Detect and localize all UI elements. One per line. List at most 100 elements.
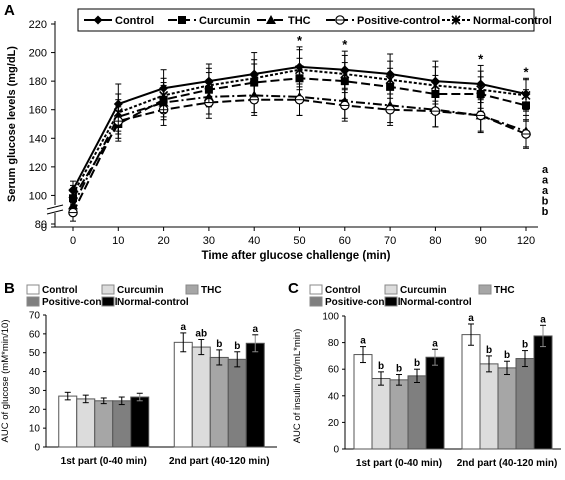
bar-normal-control <box>425 356 445 450</box>
series-line <box>72 98 527 214</box>
category-label: 2nd part (40-120 min) <box>169 456 270 467</box>
y-tick-label: 60 <box>328 365 340 376</box>
legend-item-control: Control <box>84 15 154 27</box>
y-ticks: 80 100 120 140 160 180 200 220 0 <box>29 19 55 234</box>
y-tick-label: 20 <box>29 405 41 416</box>
bar-thc <box>389 379 409 450</box>
legend-label: THC <box>494 285 515 296</box>
bar-control <box>461 334 481 450</box>
significance-letter: b <box>504 350 510 361</box>
legend-swatch <box>185 284 199 295</box>
significance-letter: a <box>542 164 549 176</box>
legend: Control Curcumin THC Positive-control No… <box>309 284 515 308</box>
legend-item-normal-control: Normal-control <box>442 15 552 27</box>
significance-letter: b <box>378 361 384 372</box>
data-point <box>113 108 123 118</box>
panel-a-letter: A <box>4 2 15 19</box>
bar-curcumin <box>371 378 391 450</box>
bar-normal-control <box>533 335 553 450</box>
data-point <box>68 207 78 218</box>
legend-swatch <box>26 296 40 307</box>
series-normal-control <box>68 49 531 204</box>
legend-swatch <box>101 284 115 295</box>
panel-b-letter: B <box>4 280 15 297</box>
x-tick-label: 90 <box>475 235 487 247</box>
x-tick-label: 30 <box>203 235 215 247</box>
panel-b-y-axis-label: AUC of glucose (mM*min/10) <box>0 319 11 442</box>
x-tick-label: 70 <box>384 235 396 247</box>
x-tick-label: 60 <box>339 235 351 247</box>
legend-label: Control <box>325 285 361 296</box>
bar-curcumin <box>479 363 499 450</box>
bar-curcumin <box>191 346 211 448</box>
bar-normal-control <box>130 396 150 448</box>
y-tick-label: 100 <box>322 312 339 323</box>
y-tick-label: 20 <box>328 418 340 429</box>
data-point <box>430 106 441 116</box>
significance-letter: b <box>414 358 420 369</box>
significance-star: * <box>297 33 303 48</box>
y-tick-label: 120 <box>29 162 47 174</box>
y-tick-label: 140 <box>29 133 47 145</box>
legend-label: THC <box>288 15 311 27</box>
panel-c-letter: C <box>288 280 299 297</box>
legend-label: Positive-control <box>325 297 401 308</box>
y-tick-label: 0 <box>41 222 47 234</box>
legend-swatch <box>26 284 40 295</box>
significance-letter: b <box>542 206 549 218</box>
data-point <box>294 94 305 105</box>
y-tick-label: 220 <box>29 19 47 31</box>
legend-box <box>77 8 535 32</box>
significance-star: * <box>478 51 484 66</box>
data-point <box>521 90 531 100</box>
insulin-auc-bar-chart: Control Curcumin THC Positive-control No… <box>292 284 561 469</box>
bar-curcumin <box>76 398 96 448</box>
significance-letter: b <box>486 345 492 356</box>
bar-positive-control <box>407 375 427 450</box>
panel-c-y-axis-label: AUC of insulin (ng/mL*min) <box>292 329 303 444</box>
legend-label: Curcumin <box>117 285 164 296</box>
x-tick-label: 0 <box>70 235 76 247</box>
y-tick-label: 180 <box>29 76 47 88</box>
data-point <box>68 189 78 199</box>
significance-letter: a <box>542 175 549 187</box>
panel-a-x-axis-label: Time after glucose challenge (min) <box>202 250 391 262</box>
data-point <box>430 80 440 90</box>
legend-item-curcumin: Curcumin <box>168 15 251 27</box>
x-tick-label: 120 <box>517 235 535 247</box>
significance-letter: a <box>180 322 186 333</box>
legend-label: Curcumin <box>199 15 251 27</box>
x-tick-label: 40 <box>248 235 260 247</box>
y-tick-label: 10 <box>29 424 41 435</box>
data-point <box>159 90 169 100</box>
x-ticks: 0 10 20 30 40 50 60 70 80 90 120 <box>70 227 535 247</box>
legend-swatch <box>384 284 398 295</box>
glucose-auc-bar-chart: Control Curcumin THC Positive-control No… <box>0 284 277 467</box>
legend-swatch <box>309 284 323 295</box>
significance-star: * <box>523 64 529 79</box>
bar-control <box>353 354 373 450</box>
category-label: 1st part (0-40 min) <box>61 456 147 467</box>
category-label: 2nd part (40-120 min) <box>457 458 558 469</box>
legend-label: Positive-control <box>42 297 118 308</box>
legend: Control Curcumin THC Positive-control Normal… <box>77 8 552 32</box>
series-line <box>72 68 527 195</box>
significance-letter: a <box>252 324 258 335</box>
data-point <box>294 65 305 75</box>
legend-marker <box>178 16 186 24</box>
significance-letter: a <box>542 185 549 197</box>
y-tick-label: 80 <box>328 338 340 349</box>
bar-positive-control <box>515 358 535 450</box>
y-axis-break <box>46 204 64 215</box>
legend-label: Normal-control <box>400 297 472 308</box>
significance-letter: b <box>216 339 222 350</box>
legend-marker <box>93 15 103 25</box>
series-positive-control <box>68 83 531 222</box>
significance-letter: a <box>360 336 366 347</box>
y-tick-label: 60 <box>29 329 41 340</box>
legend-label: Normal-control <box>473 15 552 27</box>
data-point <box>339 100 350 111</box>
legend: Control Curcumin THC Positive-control No… <box>26 284 222 308</box>
legend-swatch <box>101 296 115 307</box>
x-tick-label: 50 <box>293 235 305 247</box>
